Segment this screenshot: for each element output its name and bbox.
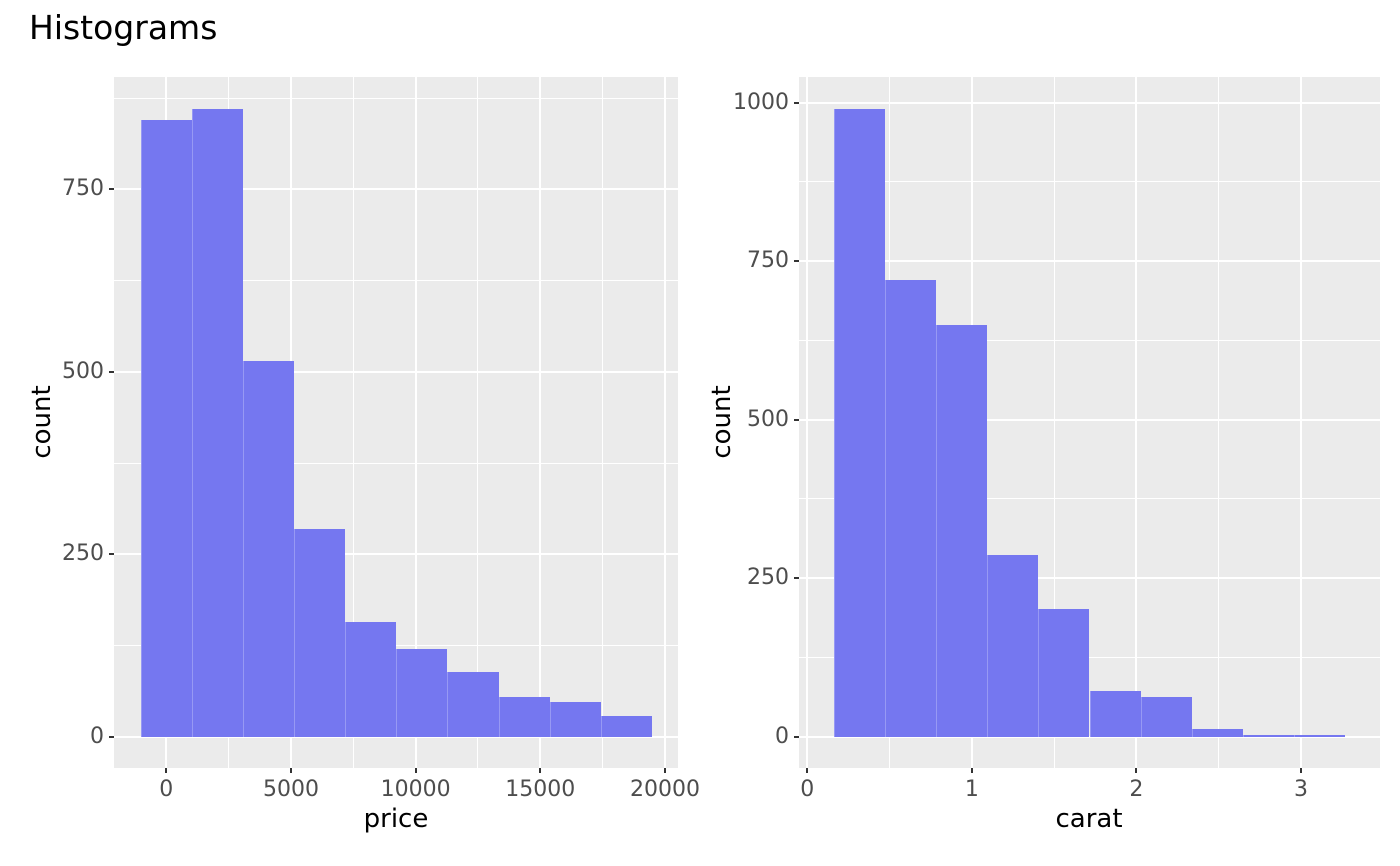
y-axis-tick — [109, 370, 114, 373]
y-axis-tick — [794, 577, 799, 580]
y-axis-tick — [794, 260, 799, 263]
gridline-major-h — [114, 735, 678, 738]
gridline-major-v — [1135, 77, 1138, 768]
gridline-minor-v — [352, 77, 354, 768]
x-axis-tick — [414, 768, 417, 773]
y-tick-label: 1000 — [733, 89, 789, 115]
y-tick-label: 250 — [62, 541, 104, 567]
x-tick-label: 0 — [800, 777, 815, 802]
histogram-bar — [498, 696, 550, 737]
x-tick-label: 3 — [1294, 777, 1308, 802]
gridline-major-v — [806, 77, 809, 768]
x-axis-tick — [539, 768, 542, 773]
gridline-minor-h — [114, 462, 678, 464]
histogram-bar — [140, 120, 192, 737]
histogram-bar — [987, 554, 1039, 737]
x-axis-tick — [663, 768, 666, 773]
gridline-major-v — [663, 77, 666, 768]
y-axis-tick — [794, 735, 799, 738]
histogram-bar — [549, 702, 601, 737]
gridline-minor-v — [1053, 77, 1055, 768]
histogram-bar — [242, 360, 295, 737]
y-axis-title: count — [27, 385, 57, 459]
x-tick-label: 20000 — [629, 777, 700, 802]
y-axis-tick — [109, 188, 114, 191]
x-axis-title: price — [363, 804, 429, 834]
gridline-minor-v — [602, 77, 604, 768]
y-tick-label: 750 — [747, 248, 789, 274]
x-tick-label: 1 — [964, 777, 979, 802]
y-tick-label: 0 — [775, 723, 789, 749]
gridline-major-h — [114, 188, 678, 191]
histogram-bar — [1140, 696, 1192, 737]
histogram-bar — [1191, 729, 1243, 737]
gridline-minor-h — [799, 339, 1380, 341]
x-tick-label: 5000 — [262, 777, 319, 802]
histogram-bar — [1089, 690, 1141, 737]
x-axis-tick — [1135, 768, 1138, 773]
histogram-bar — [936, 324, 988, 737]
y-axis-tick — [109, 735, 114, 738]
y-tick-label: 500 — [747, 406, 789, 432]
x-tick-label: 10000 — [380, 777, 451, 802]
gridline-major-h — [799, 577, 1380, 580]
gridline-major-v — [539, 77, 542, 768]
gridline-major-h — [799, 735, 1380, 738]
gridline-major-v — [1300, 77, 1302, 768]
y-tick-label: 500 — [62, 358, 104, 384]
y-tick-label: 750 — [62, 176, 104, 202]
y-axis-tick — [794, 101, 799, 104]
x-tick-label: 0 — [159, 777, 174, 802]
histogram-bar — [1038, 608, 1090, 737]
gridline-minor-v — [477, 77, 479, 768]
gridline-major-h — [799, 418, 1380, 421]
histogram-bar — [834, 109, 886, 737]
x-axis-tick — [970, 768, 973, 773]
gridline-minor-h — [799, 498, 1380, 500]
histogram-bar — [294, 528, 346, 737]
gridline-major-h — [799, 260, 1380, 263]
y-tick-label: 250 — [747, 565, 789, 591]
histogram-bar — [1293, 735, 1345, 737]
gridline-minor-h — [114, 97, 678, 99]
gridline-major-h — [114, 553, 678, 556]
gridline-major-h — [114, 370, 678, 373]
gridline-minor-h — [799, 181, 1380, 183]
y-axis-title: count — [707, 385, 737, 459]
histogram-bar — [396, 649, 448, 737]
plot-title: Histograms — [29, 8, 218, 47]
gridline-major-v — [414, 77, 417, 768]
histogram-bar — [1242, 734, 1294, 737]
y-axis-tick — [109, 553, 114, 556]
x-axis-tick — [289, 768, 292, 773]
histogram-bar — [885, 280, 937, 737]
gridline-major-h — [799, 101, 1380, 104]
gridline-minor-v — [1218, 77, 1220, 768]
histogram-bar — [191, 109, 243, 737]
x-axis-tick — [806, 768, 809, 773]
histogram-bar — [345, 622, 397, 737]
gridline-minor-h — [799, 656, 1380, 658]
x-axis-title: carat — [1055, 804, 1123, 834]
gridline-minor-h — [114, 280, 678, 282]
x-tick-label: 2 — [1129, 777, 1144, 802]
histogram-bar — [600, 716, 652, 737]
y-axis-tick — [794, 418, 799, 421]
x-tick-label: 15000 — [505, 777, 576, 802]
histogram-bar — [447, 671, 499, 737]
y-tick-label: 0 — [90, 723, 104, 749]
x-axis-tick — [165, 768, 168, 773]
x-axis-tick — [1300, 768, 1302, 773]
